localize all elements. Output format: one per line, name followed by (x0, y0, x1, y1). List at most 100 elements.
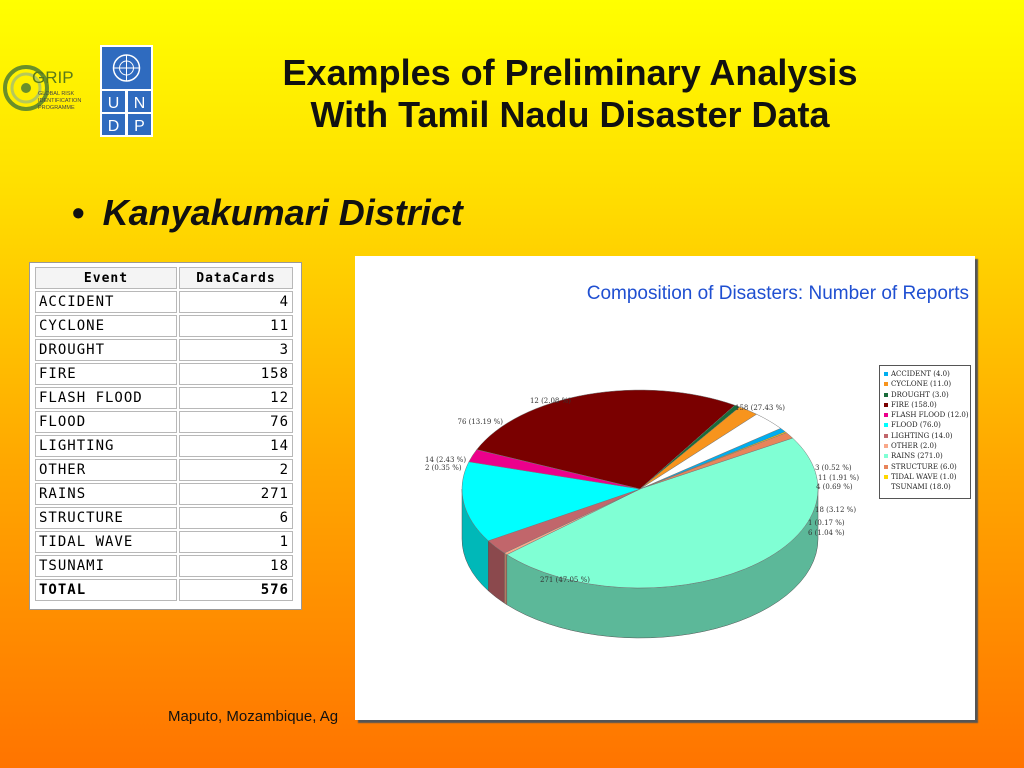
legend-swatch (884, 444, 888, 449)
table-cell-event: TSUNAMI (35, 555, 177, 577)
table-cell-event: ACCIDENT (35, 291, 177, 313)
table-cell-value: 14 (179, 435, 293, 457)
table-cell-value: 158 (179, 363, 293, 385)
legend-swatch (884, 423, 888, 428)
table-cell-event: CYCLONE (35, 315, 177, 337)
pie-data-label: 11 (1.91 %) (818, 474, 859, 482)
bullet-text: Kanyakumari District (102, 192, 463, 233)
undp-letter-p: P (134, 118, 145, 135)
legend-swatch (884, 413, 888, 418)
pie-data-label: 271 (47.05 %) (540, 576, 590, 584)
pie-slice-flood (461, 461, 641, 542)
pie-data-label: 14 (2.43 %) (425, 456, 466, 464)
chart-panel: Composition of Disasters: Number of Repo… (355, 256, 975, 720)
table-cell-event: LIGHTING (35, 435, 177, 457)
legend-item: TSUNAMI (18.0) (884, 482, 967, 492)
table-row: TIDAL WAVE 1 (35, 531, 293, 553)
footer-text: Maputo, Mozambique, Ag (168, 708, 339, 725)
legend-label: DROUGHT (3.0) (891, 390, 949, 399)
legend-item: DROUGHT (3.0) (884, 390, 967, 400)
table-header-datacards: DataCards (179, 267, 293, 289)
pie-data-label: 12 (2.08 %) (530, 397, 571, 405)
legend-swatch (884, 433, 888, 438)
pie-data-label: 158 (27.43 %) (735, 404, 785, 412)
table-row: OTHER 2 (35, 459, 293, 481)
table-cell-event: STRUCTURE (35, 507, 177, 529)
bullet-item: • Kanyakumari District (72, 192, 463, 234)
grip-logo-line3: PROGRAMME (38, 105, 75, 111)
table-row: FLASH FLOOD 12 (35, 387, 293, 409)
legend-label: CYCLONE (11.0) (891, 380, 952, 389)
table-row: CYCLONE 11 (35, 315, 293, 337)
grip-logo-line1: GLOBAL RISK (38, 91, 75, 97)
undp-logo: U N D P (100, 45, 153, 137)
table-total-row: TOTAL 576 (35, 579, 293, 601)
table-row: TSUNAMI 18 (35, 555, 293, 577)
table-cell-value: 271 (179, 483, 293, 505)
undp-letter-u: U (108, 95, 120, 112)
pie-data-label: 4 (0.69 %) (816, 483, 853, 491)
chart-legend: ACCIDENT (4.0) CYCLONE (11.0) DROUGHT (3.0… (879, 365, 971, 499)
legend-item: RAINS (271.0) (884, 451, 967, 461)
legend-item: STRUCTURE (6.0) (884, 462, 967, 472)
pie-data-label: 76 (13.19 %) (457, 418, 503, 426)
legend-label: FLOOD (76.0) (891, 421, 941, 430)
slide-title: Examples of Preliminary Analysis With Ta… (190, 52, 950, 136)
legend-label: STRUCTURE (6.0) (891, 462, 957, 471)
datacards-table: Event DataCards ACCIDENT 4 CYCLONE 11 DROUGH… (33, 265, 295, 603)
table-cell-value: 12 (179, 387, 293, 409)
legend-swatch (884, 454, 888, 459)
grip-logo-line2: IDENTIFICATION (38, 98, 81, 104)
legend-swatch (884, 392, 888, 397)
table-total-value: 576 (179, 579, 293, 601)
slide-title-line1: Examples of Preliminary Analysis (282, 52, 858, 93)
grip-logo: GRIP GLOBAL RISK IDENTIFICATION PROGRAMM… (3, 65, 81, 111)
table-row: RAINS 271 (35, 483, 293, 505)
pie-data-label: 3 (0.52 %) (815, 464, 852, 472)
legend-label: RAINS (271.0) (891, 452, 943, 461)
table-cell-event: FLASH FLOOD (35, 387, 177, 409)
table-cell-value: 11 (179, 315, 293, 337)
table-cell-event: TIDAL WAVE (35, 531, 177, 553)
table-row: FLOOD 76 (35, 411, 293, 433)
legend-label: TSUNAMI (18.0) (891, 483, 951, 492)
table-row: STRUCTURE 6 (35, 507, 293, 529)
undp-letter-n: N (134, 95, 146, 112)
table-row: FIRE 158 (35, 363, 293, 385)
pie-slice-fire (476, 389, 736, 490)
table-row: DROUGHT 3 (35, 339, 293, 361)
legend-item: FLOOD (76.0) (884, 420, 967, 430)
table-cell-event: FLOOD (35, 411, 177, 433)
pie-data-label: 18 (3.12 %) (815, 506, 856, 514)
pie-slice-tsunami (639, 413, 782, 490)
table-total-label: TOTAL (35, 579, 177, 601)
table-header-event: Event (35, 267, 177, 289)
pie-data-label: 6 (1.04 %) (808, 529, 845, 537)
table-cell-value: 6 (179, 507, 293, 529)
legend-swatch (884, 402, 888, 407)
legend-label: OTHER (2.0) (891, 442, 937, 451)
table-cell-value: 2 (179, 459, 293, 481)
legend-swatch (884, 474, 888, 479)
slide-title-line2: With Tamil Nadu Disaster Data (310, 94, 830, 135)
legend-item: ACCIDENT (4.0) (884, 369, 967, 379)
bullet-dot-icon: • (72, 192, 85, 233)
legend-swatch (884, 485, 888, 489)
legend-item: TIDAL WAVE (1.0) (884, 472, 967, 482)
datacards-table-panel: Event DataCards ACCIDENT 4 CYCLONE 11 DROUGH… (29, 262, 302, 610)
legend-item: LIGHTING (14.0) (884, 431, 967, 441)
legend-swatch (884, 382, 888, 387)
legend-item: CYCLONE (11.0) (884, 379, 967, 389)
table-body: ACCIDENT 4 CYCLONE 11 DROUGHT 3 FIRE 158 FLASH F… (35, 291, 293, 601)
legend-label: ACCIDENT (4.0) (891, 370, 950, 378)
grip-logo-name: GRIP (32, 68, 74, 87)
legend-item: OTHER (2.0) (884, 441, 967, 451)
pie-slice-rains (506, 437, 819, 589)
chart-title: Composition of Disasters: Number of Repo… (586, 283, 969, 304)
table-cell-event: OTHER (35, 459, 177, 481)
pie-data-label: 2 (0.35 %) (425, 464, 462, 472)
table-cell-value: 1 (179, 531, 293, 553)
table-row: LIGHTING 14 (35, 435, 293, 457)
legend-label: FLASH FLOOD (12.0) (891, 411, 969, 420)
legend-swatch (884, 464, 888, 469)
